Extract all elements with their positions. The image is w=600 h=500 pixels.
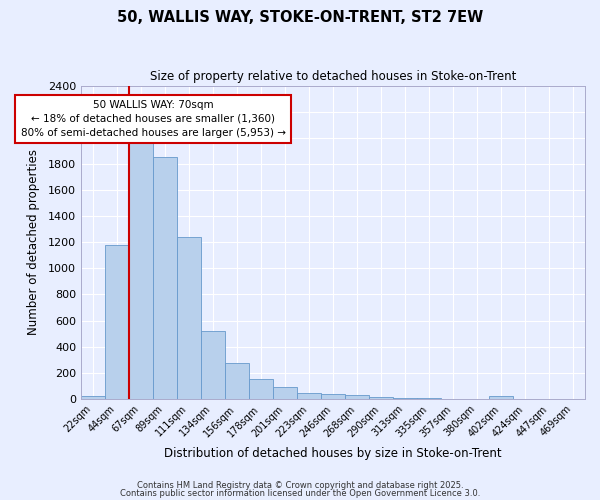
Bar [370,397,392,399]
Bar [490,396,512,399]
Bar [250,378,272,399]
Text: 50 WALLIS WAY: 70sqm
← 18% of detached houses are smaller (1,360)
80% of semi-de: 50 WALLIS WAY: 70sqm ← 18% of detached h… [20,100,286,138]
Bar [322,394,344,399]
Bar [178,237,200,399]
Bar [202,331,224,399]
Y-axis label: Number of detached properties: Number of detached properties [26,149,40,335]
Title: Size of property relative to detached houses in Stoke-on-Trent: Size of property relative to detached ho… [150,70,516,83]
X-axis label: Distribution of detached houses by size in Stoke-on-Trent: Distribution of detached houses by size … [164,447,502,460]
Text: Contains HM Land Registry data © Crown copyright and database right 2025.: Contains HM Land Registry data © Crown c… [137,481,463,490]
Bar [298,393,320,399]
Text: Contains public sector information licensed under the Open Government Licence 3.: Contains public sector information licen… [120,488,480,498]
Bar [418,398,440,399]
Bar [106,245,129,399]
Bar [274,387,296,399]
Bar [226,363,248,399]
Bar [346,395,368,399]
Bar [154,158,176,399]
Bar [82,396,105,399]
Bar [394,398,416,399]
Text: 50, WALLIS WAY, STOKE-ON-TRENT, ST2 7EW: 50, WALLIS WAY, STOKE-ON-TRENT, ST2 7EW [117,10,483,25]
Bar [130,143,153,399]
